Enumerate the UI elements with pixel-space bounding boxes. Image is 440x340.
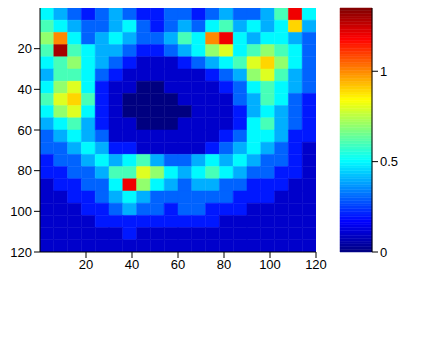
svg-text:100: 100 — [10, 204, 32, 219]
svg-text:0.5: 0.5 — [380, 154, 398, 169]
svg-text:60: 60 — [171, 257, 185, 272]
svg-text:120: 120 — [10, 245, 32, 260]
svg-text:60: 60 — [18, 123, 32, 138]
svg-text:100: 100 — [259, 257, 281, 272]
svg-text:120: 120 — [305, 257, 327, 272]
svg-text:20: 20 — [79, 257, 93, 272]
svg-text:80: 80 — [18, 163, 32, 178]
svg-text:40: 40 — [18, 82, 32, 97]
svg-text:0: 0 — [380, 245, 387, 260]
svg-text:80: 80 — [217, 257, 231, 272]
svg-text:20: 20 — [18, 41, 32, 56]
svg-text:1: 1 — [380, 64, 387, 79]
svg-text:40: 40 — [125, 257, 139, 272]
